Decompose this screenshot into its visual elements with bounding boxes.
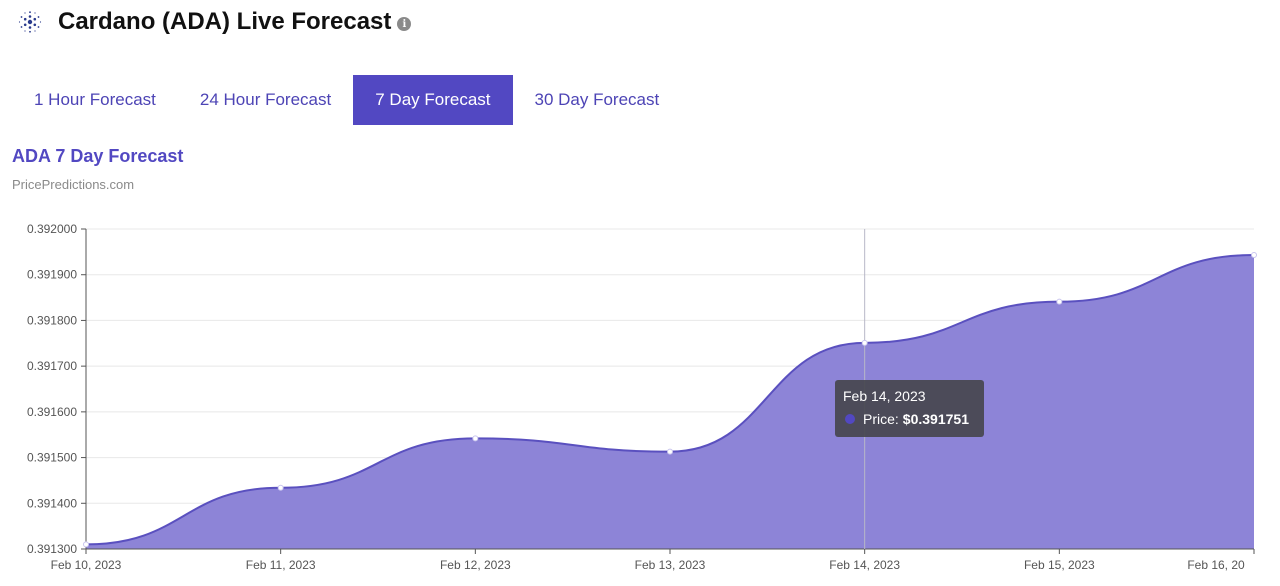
x-tick-label-3: Feb 13, 2023 bbox=[635, 558, 706, 572]
tooltip-label: Price: bbox=[863, 411, 899, 427]
y-tick-label-6: 0.391900 bbox=[27, 268, 77, 282]
tab-1-hour-forecast[interactable]: 1 Hour Forecast bbox=[34, 90, 156, 109]
chart-title: ADA 7 Day Forecast bbox=[12, 146, 184, 166]
forecast-tabs: 1 Hour Forecast 24 Hour Forecast 7 Day F… bbox=[12, 75, 681, 125]
data-point-5[interactable] bbox=[1056, 298, 1063, 305]
y-tick-label-7: 0.392000 bbox=[27, 222, 77, 236]
tooltip-date: Feb 14, 2023 bbox=[843, 388, 926, 404]
cardano-logo-icon bbox=[18, 11, 42, 33]
y-tick-label-4: 0.391700 bbox=[27, 359, 77, 373]
data-point-0[interactable] bbox=[83, 541, 89, 548]
y-axis-labels: 0.391300 0.391400 0.391500 0.391600 0.391700… bbox=[27, 222, 77, 556]
x-axis-labels: Feb 10, 2023 Feb 11, 2023 Feb 12, 2023 Feb … bbox=[51, 558, 1245, 572]
series-area bbox=[86, 255, 1254, 550]
page-title: Cardano (ADA) Live Forecast bbox=[58, 8, 392, 35]
x-tick-label-4: Feb 14, 2023 bbox=[829, 558, 900, 572]
x-tick-label-0: Feb 10, 2023 bbox=[51, 558, 122, 572]
x-tick-label-2: Feb 12, 2023 bbox=[440, 558, 511, 572]
y-tick-label-2: 0.391500 bbox=[27, 451, 77, 465]
tooltip-series-dot bbox=[845, 414, 855, 424]
y-tick-label-5: 0.391800 bbox=[27, 313, 77, 327]
y-tick-label-3: 0.391600 bbox=[27, 405, 77, 419]
x-tick-label-5: Feb 15, 2023 bbox=[1024, 558, 1095, 572]
area-layer bbox=[85, 254, 1255, 550]
x-tick-label-6: Feb 16, 20 bbox=[1187, 558, 1245, 572]
data-point-1[interactable] bbox=[277, 484, 284, 491]
info-icon[interactable]: i bbox=[397, 17, 412, 31]
data-points bbox=[83, 252, 1257, 548]
data-point-6[interactable] bbox=[1251, 252, 1257, 259]
y-tick-label-0: 0.391300 bbox=[27, 542, 77, 556]
tooltip-value: $0.391751 bbox=[902, 411, 969, 427]
tab-24-hour-forecast[interactable]: 24 Hour Forecast bbox=[199, 90, 332, 109]
tooltip-row: Price: $0.391751 bbox=[843, 410, 976, 428]
y-tick-label-1: 0.391400 bbox=[27, 496, 77, 510]
tab-7-day-forecast[interactable]: 7 Day Forecast bbox=[353, 75, 513, 125]
tab-30-day-forecast[interactable]: 30 Day Forecast bbox=[534, 90, 660, 109]
data-point-3[interactable] bbox=[667, 448, 673, 455]
data-point-4[interactable] bbox=[861, 339, 868, 346]
header: Cardano (ADA) Live Forecast i bbox=[18, 6, 412, 38]
data-point-2[interactable] bbox=[472, 435, 479, 442]
chart-tooltip: Feb 14, 2023 Price: $0.391751 bbox=[835, 380, 984, 437]
chart-subtitle: PricePredictions.com bbox=[12, 177, 135, 192]
x-tick-label-1: Feb 11, 2023 bbox=[246, 558, 316, 572]
